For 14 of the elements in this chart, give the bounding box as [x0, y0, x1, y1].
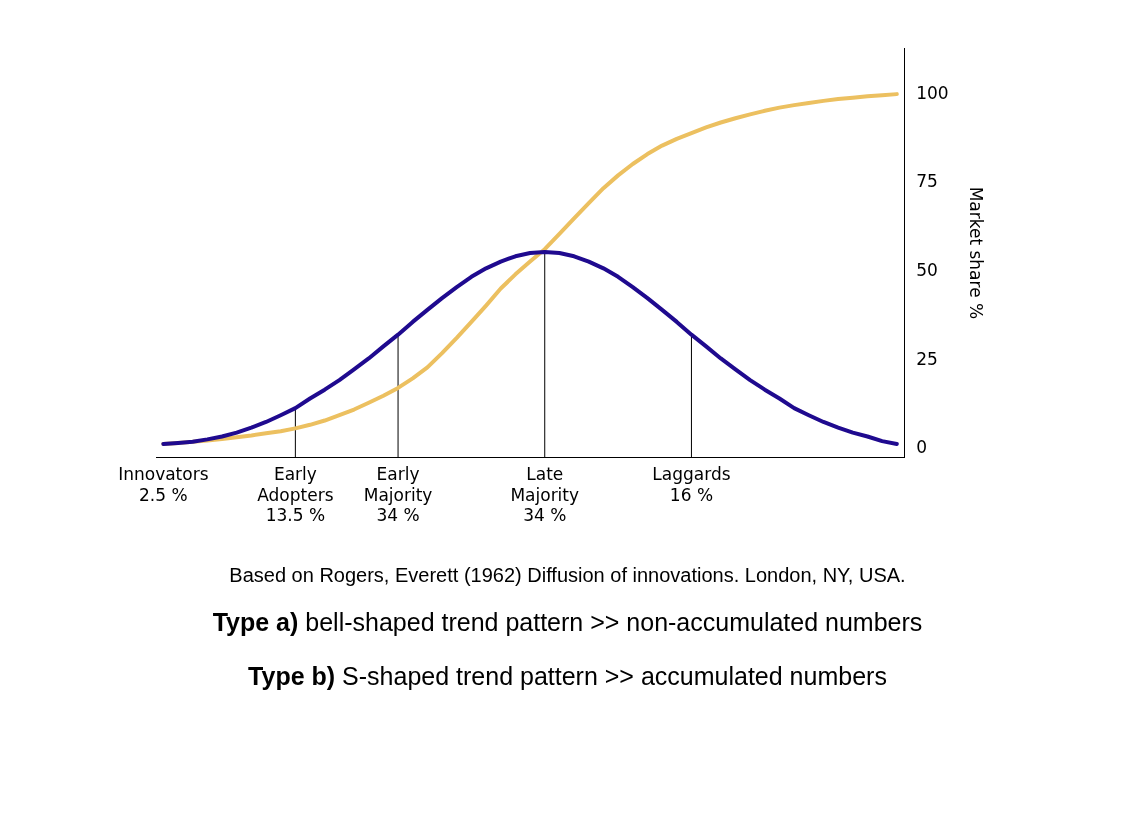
y-tick-label: 50: [916, 259, 938, 280]
text: Type a) bell-shaped trend pattern >> non-accumulated numbers: [211, 607, 924, 638]
y-tick-label: 75: [916, 171, 938, 192]
y-tick-label: 100: [916, 82, 949, 103]
x-tick-label: Late Majority 34 %: [510, 464, 580, 526]
y-axis-title: Market share %: [966, 186, 987, 320]
x-tick-label: Laggards 16 %: [652, 464, 731, 505]
x-tick-label: Early Majority 34 %: [363, 464, 433, 526]
text: Type b) S-shaped trend pattern >> accumulated numbers: [247, 661, 888, 692]
text: Based on Rogers, Everett (1962) Diffusion of innovations. London, NY, USA.: [228, 563, 907, 588]
x-tick-label: Early Adopters 13.5 %: [257, 464, 334, 526]
y-tick-label: 0: [916, 437, 927, 458]
y-tick-label: 25: [916, 348, 938, 369]
x-tick-label: Innovators 2.5 %: [118, 464, 209, 505]
